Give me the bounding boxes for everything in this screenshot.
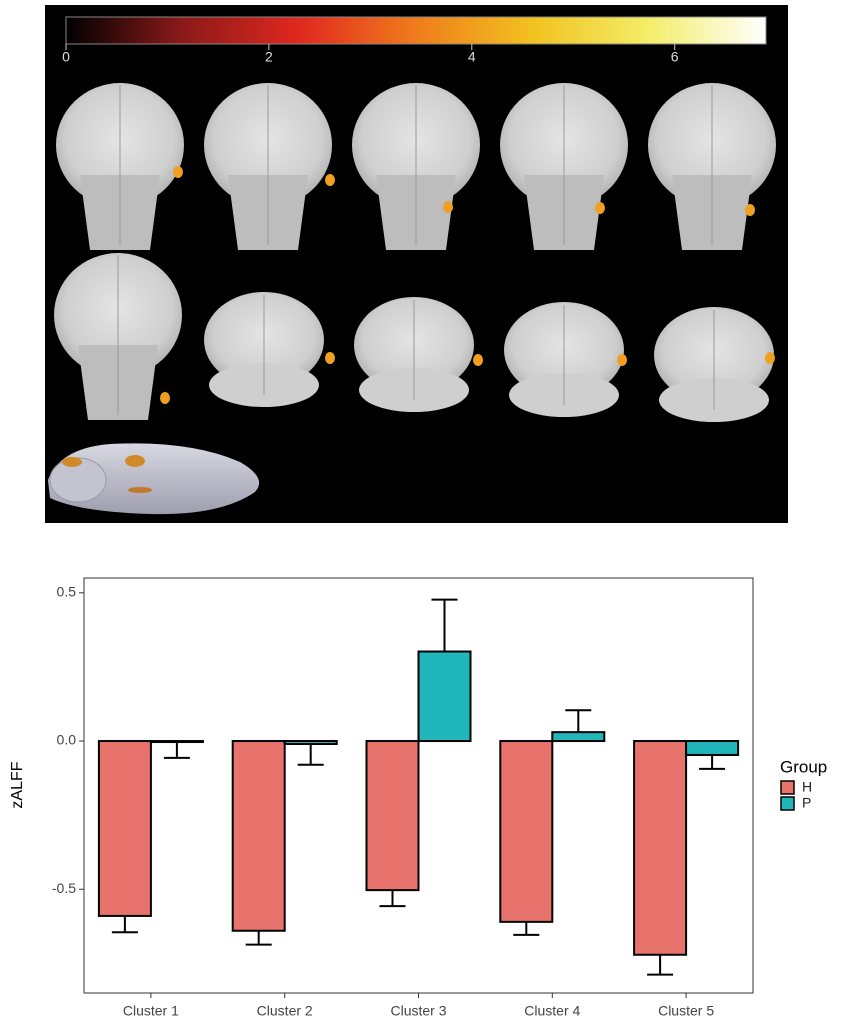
error-bar xyxy=(163,741,190,759)
brain-3d xyxy=(48,443,260,515)
error-bar xyxy=(647,954,674,976)
error-bar xyxy=(245,930,272,946)
y-tick-label: 0.5 xyxy=(57,584,77,600)
legend-key xyxy=(780,796,795,811)
error-bar xyxy=(379,890,406,908)
bar xyxy=(97,740,152,917)
error-bar xyxy=(565,709,592,733)
bar xyxy=(283,740,338,745)
x-tick-label: Cluster 1 xyxy=(123,1003,179,1019)
activation xyxy=(595,202,605,214)
y-tick-label: 0.0 xyxy=(57,732,77,748)
y-axis-label: zALFF xyxy=(9,761,26,808)
legend-title: Group xyxy=(780,757,827,776)
activation xyxy=(160,392,170,404)
activation xyxy=(745,204,755,216)
activation xyxy=(617,354,627,366)
bar xyxy=(633,740,688,956)
error-bar xyxy=(111,915,138,934)
bar xyxy=(231,740,286,932)
bar xyxy=(551,731,606,743)
colorbar-fill xyxy=(65,16,767,45)
activation xyxy=(325,174,335,186)
error-bar xyxy=(297,744,324,766)
activation xyxy=(173,166,183,178)
colorbar-tick-label: 4 xyxy=(468,49,476,65)
bar-chart: -0.5 0.0 0.5 Cluster 1 Cluster 2 Cluster 3 Clu… xyxy=(52,577,754,1019)
colorbar-tick-label: 0 xyxy=(62,49,70,65)
activation xyxy=(473,354,483,366)
activation xyxy=(765,352,775,364)
activation xyxy=(443,201,453,213)
brain-slices xyxy=(54,83,776,422)
error-bar xyxy=(513,921,540,936)
colorbar-tick-label: 2 xyxy=(265,49,273,65)
x-tick-label: Cluster 5 xyxy=(658,1003,714,1019)
x-tick-label: Cluster 4 xyxy=(524,1003,580,1019)
bar xyxy=(685,740,740,756)
error-bar xyxy=(699,754,726,770)
bar xyxy=(365,740,420,892)
activation xyxy=(325,352,335,364)
bar xyxy=(417,650,472,743)
colorbar: 0 2 4 6 xyxy=(62,16,767,65)
bar xyxy=(149,740,204,744)
colorbar-tick-label: 6 xyxy=(671,49,679,65)
legend-label: P xyxy=(802,795,811,811)
x-tick-label: Cluster 2 xyxy=(257,1003,313,1019)
legend-key xyxy=(780,780,795,795)
y-tick-label: -0.5 xyxy=(52,880,76,896)
bar xyxy=(499,740,554,923)
legend-label: H xyxy=(802,779,812,795)
error-bar xyxy=(431,598,458,652)
x-tick-label: Cluster 3 xyxy=(390,1003,446,1019)
